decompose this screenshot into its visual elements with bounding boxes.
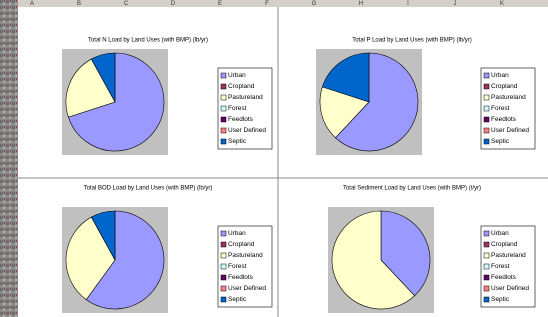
legend-label: Feedlots bbox=[491, 116, 517, 123]
legend-swatch bbox=[221, 264, 226, 269]
screen: ABCDEFGHIJK Total N Load by Land Uses (w… bbox=[0, 0, 548, 317]
legend-swatch bbox=[221, 253, 226, 258]
legend-label: Cropland bbox=[491, 83, 518, 90]
legend-label: User Defined bbox=[228, 127, 266, 134]
chart-title: Total Sediment Load by Land Uses (with B… bbox=[343, 186, 481, 192]
legend-swatch bbox=[221, 297, 226, 302]
legend-swatch bbox=[484, 231, 489, 236]
column-header: E bbox=[218, 1, 222, 7]
legend-swatch bbox=[484, 264, 489, 269]
legend-label: Feedlots bbox=[491, 274, 517, 281]
legend-label: Feedlots bbox=[228, 116, 254, 123]
legend-label: Forest bbox=[491, 263, 510, 270]
legend-swatch bbox=[484, 95, 489, 100]
legend-label: Cropland bbox=[228, 241, 255, 248]
column-header: H bbox=[359, 1, 363, 7]
column-header: G bbox=[312, 1, 317, 7]
column-header: A bbox=[30, 1, 34, 7]
legend-label: Pastureland bbox=[491, 252, 526, 259]
legend-swatch bbox=[484, 242, 489, 247]
legend-label: Urban bbox=[491, 230, 509, 237]
legend-swatch bbox=[221, 106, 226, 111]
legend-label: Cropland bbox=[228, 83, 255, 90]
column-header: C bbox=[124, 1, 129, 7]
legend-swatch bbox=[484, 128, 489, 133]
legend-swatch bbox=[484, 275, 489, 280]
legend-swatch bbox=[221, 242, 226, 247]
legend-label: Pastureland bbox=[228, 252, 263, 259]
legend-swatch bbox=[484, 253, 489, 258]
legend-label: Septic bbox=[228, 296, 247, 303]
column-header: J bbox=[454, 1, 457, 7]
legend-label: Forest bbox=[491, 105, 510, 112]
column-header: K bbox=[500, 1, 504, 7]
legend-label: Urban bbox=[228, 230, 246, 237]
column-header: B bbox=[77, 1, 81, 7]
legend-swatch bbox=[221, 95, 226, 100]
legend-label: User Defined bbox=[491, 127, 529, 134]
legend-swatch bbox=[484, 73, 489, 78]
legend-label: User Defined bbox=[491, 285, 529, 292]
legend-label: Cropland bbox=[491, 241, 518, 248]
legend-label: Pastureland bbox=[228, 94, 263, 101]
legend-swatch bbox=[484, 117, 489, 122]
legend-label: Pastureland bbox=[491, 94, 526, 101]
legend-swatch bbox=[221, 73, 226, 78]
column-header-bar bbox=[18, 0, 548, 7]
legend-label: Feedlots bbox=[228, 274, 254, 281]
legend-swatch bbox=[221, 117, 226, 122]
legend-swatch bbox=[221, 286, 226, 291]
legend-swatch bbox=[484, 297, 489, 302]
legend-swatch bbox=[221, 139, 226, 144]
column-header: F bbox=[265, 1, 269, 7]
column-header: D bbox=[171, 1, 176, 7]
legend-label: Urban bbox=[228, 72, 246, 79]
legend-label: User Defined bbox=[228, 285, 266, 292]
page: ABCDEFGHIJK Total N Load by Land Uses (w… bbox=[0, 0, 548, 317]
legend-label: Septic bbox=[491, 138, 510, 145]
legend-swatch bbox=[221, 128, 226, 133]
legend-swatch bbox=[484, 106, 489, 111]
chart-title: Total P Load by Land Uses (with BMP) (lb… bbox=[352, 38, 472, 44]
legend-label: Urban bbox=[491, 72, 509, 79]
legend-label: Forest bbox=[228, 263, 247, 270]
legend-label: Septic bbox=[228, 138, 247, 145]
legend-label: Septic bbox=[491, 296, 510, 303]
chart-title: Total BOD Load by Land Uses (with BMP) (… bbox=[84, 186, 213, 192]
legend-swatch bbox=[221, 275, 226, 280]
legend-swatch bbox=[221, 84, 226, 89]
legend-swatch bbox=[484, 139, 489, 144]
legend-swatch bbox=[221, 231, 226, 236]
legend-swatch bbox=[484, 286, 489, 291]
chart-title: Total N Load by Land Uses (with BMP) (lb… bbox=[88, 38, 208, 44]
legend-label: Forest bbox=[228, 105, 247, 112]
legend-swatch bbox=[484, 84, 489, 89]
